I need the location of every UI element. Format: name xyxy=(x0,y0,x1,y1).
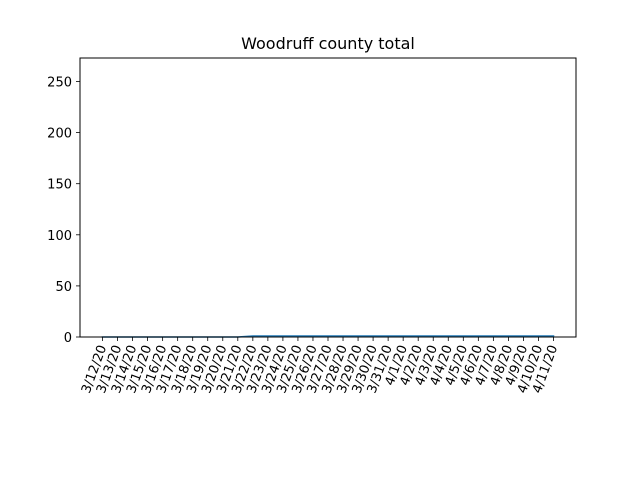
y-tick-label: 200 xyxy=(47,127,72,142)
y-tick-label: 0 xyxy=(64,331,72,346)
y-tick-label: 250 xyxy=(47,76,72,91)
y-tick-label: 100 xyxy=(47,229,72,244)
chart-title: Woodruff county total xyxy=(241,34,415,53)
axes: 0501001502002503/12/203/13/203/14/203/15… xyxy=(47,58,576,395)
y-tick-label: 50 xyxy=(55,280,72,295)
plot-frame xyxy=(80,58,576,337)
y-tick-label: 150 xyxy=(47,178,72,193)
